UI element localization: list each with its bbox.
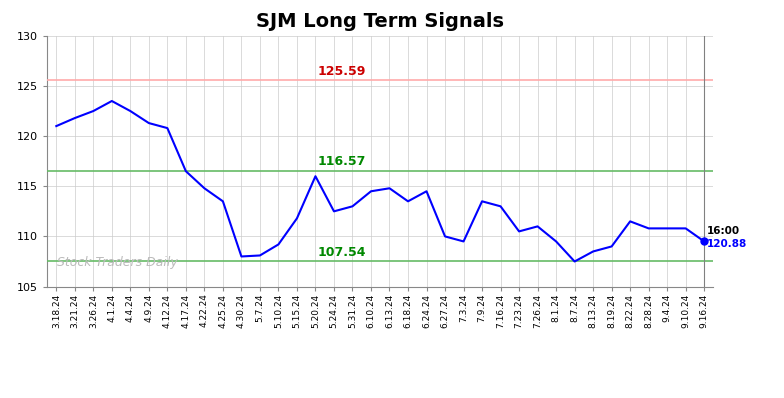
Text: Stock Traders Daily: Stock Traders Daily	[57, 256, 178, 269]
Text: 120.88: 120.88	[707, 240, 747, 250]
Text: 107.54: 107.54	[317, 246, 365, 259]
Text: 116.57: 116.57	[318, 155, 365, 168]
Text: 16:00: 16:00	[707, 226, 740, 236]
Text: 125.59: 125.59	[318, 64, 365, 78]
Title: SJM Long Term Signals: SJM Long Term Signals	[256, 12, 504, 31]
